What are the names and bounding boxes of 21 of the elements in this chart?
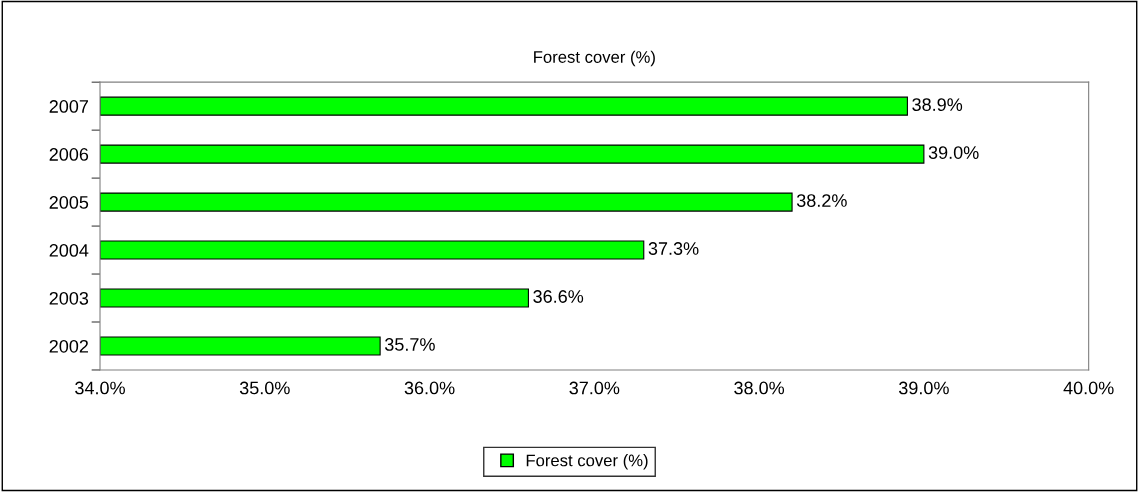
data-label: 37.3% [648,242,699,255]
data-label: 38.2% [796,194,847,207]
x-tick-label: 34.0% [75,381,125,395]
x-tick-label: 36.0% [404,381,455,395]
x-tick-label: 39.0% [898,381,949,395]
y-tick-label: 2003 [49,291,89,305]
y-tick-label: 2005 [49,196,89,209]
chart-title: Forest cover (%) [534,50,655,67]
y-tick-label: 2007 [49,100,88,113]
x-tick-label: 40.0% [1063,381,1114,395]
data-label: 39.0% [928,146,979,159]
data-label: 36.6% [533,290,584,303]
y-tick-label: 2004 [49,243,89,257]
x-tick-label: 37.0% [569,381,620,395]
x-tick-label: 38.0% [734,381,785,395]
data-label: 35.7% [384,338,435,351]
data-label: 38.9% [912,98,963,111]
y-tick-label: 2002 [49,339,88,353]
legend-label: Forest cover (%) [526,454,648,470]
y-tick-label: 2006 [49,148,89,161]
x-tick-label: 35.0% [239,381,290,395]
